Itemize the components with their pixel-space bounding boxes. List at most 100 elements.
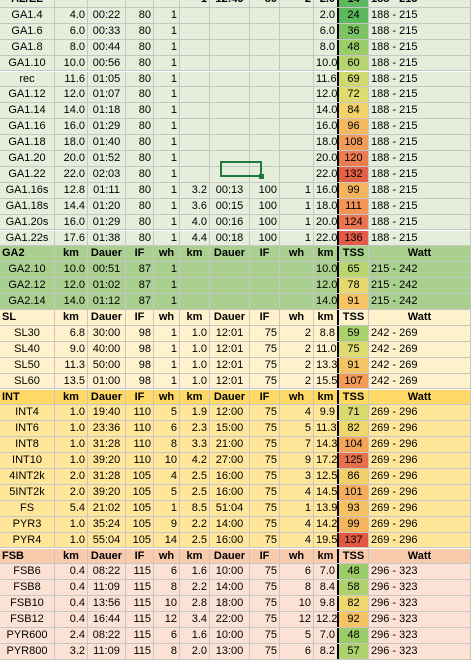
data-cell[interactable]: 80 <box>126 39 154 55</box>
data-cell[interactable]: 51:04 <box>210 500 250 516</box>
data-cell[interactable]: 21:02 <box>88 500 126 516</box>
tss-cell[interactable]: 48 <box>339 564 369 580</box>
tss-cell[interactable]: 84 <box>339 103 369 119</box>
data-cell[interactable]: 105 <box>126 516 154 532</box>
tss-cell[interactable]: 111 <box>339 198 369 214</box>
data-cell[interactable]: 27:00 <box>210 453 250 468</box>
data-cell[interactable] <box>280 119 314 135</box>
data-cell[interactable]: 98 <box>126 341 154 357</box>
column-header[interactable]: Dauer <box>210 310 250 325</box>
data-cell[interactable]: 00:22 <box>88 7 126 23</box>
data-cell[interactable]: 1.0 <box>180 325 210 341</box>
data-cell[interactable]: 75 <box>250 469 280 484</box>
column-header[interactable]: km <box>180 389 210 405</box>
row-name-cell[interactable]: GA2.14 <box>0 294 55 309</box>
data-cell[interactable]: 8 <box>154 643 180 659</box>
row-name-cell[interactable]: FSB6 <box>0 564 55 580</box>
data-cell[interactable]: 1 <box>280 214 314 230</box>
data-cell[interactable]: 35:24 <box>88 516 126 532</box>
column-header[interactable]: wh <box>154 246 180 262</box>
data-cell[interactable]: 00:16 <box>210 214 250 230</box>
data-cell[interactable]: 5 <box>280 421 314 437</box>
total-km-cell[interactable]: 14.0 <box>316 294 339 309</box>
total-km-cell[interactable]: 16.0 <box>316 182 339 198</box>
column-header[interactable]: IF <box>250 246 280 262</box>
data-cell[interactable]: 8 <box>154 437 180 453</box>
column-header[interactable]: Watt <box>369 310 471 325</box>
column-header[interactable]: TSS <box>339 548 369 564</box>
tss-cell[interactable]: 137 <box>339 532 369 548</box>
data-cell[interactable]: 110 <box>126 421 154 437</box>
tss-cell[interactable]: 91 <box>339 357 369 373</box>
data-cell[interactable]: 08:22 <box>88 628 126 643</box>
data-cell[interactable]: 80 <box>126 71 154 87</box>
data-cell[interactable]: 75 <box>250 341 280 357</box>
data-cell[interactable] <box>210 119 250 135</box>
data-cell[interactable]: 16:00 <box>210 484 250 500</box>
tss-cell[interactable]: 59 <box>339 325 369 341</box>
watt-cell[interactable]: 269 - 296 <box>369 437 471 453</box>
row-name-cell[interactable]: SL30 <box>0 325 55 341</box>
data-cell[interactable]: 01:07 <box>88 87 126 103</box>
data-cell[interactable]: 01:29 <box>88 119 126 135</box>
data-cell[interactable]: 1 <box>154 341 180 357</box>
data-cell[interactable]: 01:05 <box>88 71 126 87</box>
data-cell[interactable]: 10.0 <box>55 262 88 278</box>
total-km-cell[interactable]: 8.8 <box>314 325 339 341</box>
data-cell[interactable]: 1 <box>154 87 180 103</box>
column-header[interactable]: km <box>55 389 88 405</box>
data-cell[interactable]: 1.0 <box>55 453 88 468</box>
section-header-label[interactable]: GA2 <box>0 246 55 262</box>
tss-cell[interactable]: 107 <box>339 373 369 389</box>
data-cell[interactable] <box>210 71 250 87</box>
column-header[interactable]: Watt <box>369 548 471 564</box>
row-name-cell[interactable]: PYR800 <box>0 643 55 659</box>
total-km-cell[interactable]: 20.0 <box>316 151 339 166</box>
data-cell[interactable]: 75 <box>250 564 280 580</box>
data-cell[interactable]: 0.4 <box>55 580 88 596</box>
tss-cell[interactable]: 75 <box>339 341 369 357</box>
watt-cell[interactable]: 188 - 215 <box>369 166 471 182</box>
total-km-cell[interactable]: 6.0 <box>314 23 339 39</box>
data-cell[interactable] <box>180 262 210 278</box>
row-name-cell[interactable]: GA1.16 <box>0 119 55 135</box>
row-name-cell[interactable]: FS <box>0 500 55 516</box>
total-km-cell[interactable]: 12.5 <box>316 469 339 484</box>
data-cell[interactable]: 17.6 <box>55 230 88 246</box>
watt-cell[interactable]: 296 - 323 <box>369 612 471 627</box>
column-header[interactable]: wh <box>154 389 180 405</box>
watt-cell[interactable]: 215 - 242 <box>369 278 471 294</box>
data-cell[interactable]: 00:13 <box>210 182 250 198</box>
row-name-cell[interactable]: rec <box>0 71 55 87</box>
row-name-cell[interactable]: GA1.16s <box>0 182 55 198</box>
data-cell[interactable] <box>210 7 250 23</box>
data-cell[interactable] <box>180 7 210 23</box>
tss-cell[interactable]: 101 <box>339 484 369 500</box>
total-km-cell[interactable]: 11.6 <box>314 71 339 87</box>
data-cell[interactable]: 40:00 <box>88 341 126 357</box>
row-name-cell[interactable]: GA1.12 <box>0 87 55 103</box>
data-cell[interactable] <box>280 87 314 103</box>
row-name-cell[interactable]: GA1.22 <box>0 166 55 182</box>
column-header[interactable]: Watt <box>369 389 471 405</box>
data-cell[interactable]: 9 <box>280 453 314 468</box>
data-cell[interactable]: 75 <box>250 516 280 532</box>
data-cell[interactable]: 2 <box>280 0 314 7</box>
data-cell[interactable] <box>280 278 314 294</box>
column-header[interactable]: IF <box>126 310 154 325</box>
data-cell[interactable]: 87 <box>126 278 154 294</box>
data-cell[interactable]: 10.0 <box>55 55 88 71</box>
data-cell[interactable]: 1 <box>154 325 180 341</box>
row-name-cell[interactable]: GA1.10 <box>0 55 55 71</box>
data-cell[interactable] <box>210 23 250 39</box>
total-km-cell[interactable]: 15.5 <box>316 373 339 389</box>
data-cell[interactable]: 115 <box>126 612 154 627</box>
data-cell[interactable]: 75 <box>250 596 280 612</box>
data-cell[interactable]: 00:33 <box>88 23 126 39</box>
data-cell[interactable]: 80 <box>126 182 154 198</box>
data-cell[interactable]: 00:15 <box>210 198 250 214</box>
data-cell[interactable]: 5 <box>154 405 180 421</box>
data-cell[interactable]: 2.5 <box>180 469 210 484</box>
column-header[interactable]: Watt <box>369 246 471 262</box>
watt-cell[interactable]: 242 - 269 <box>369 373 471 389</box>
